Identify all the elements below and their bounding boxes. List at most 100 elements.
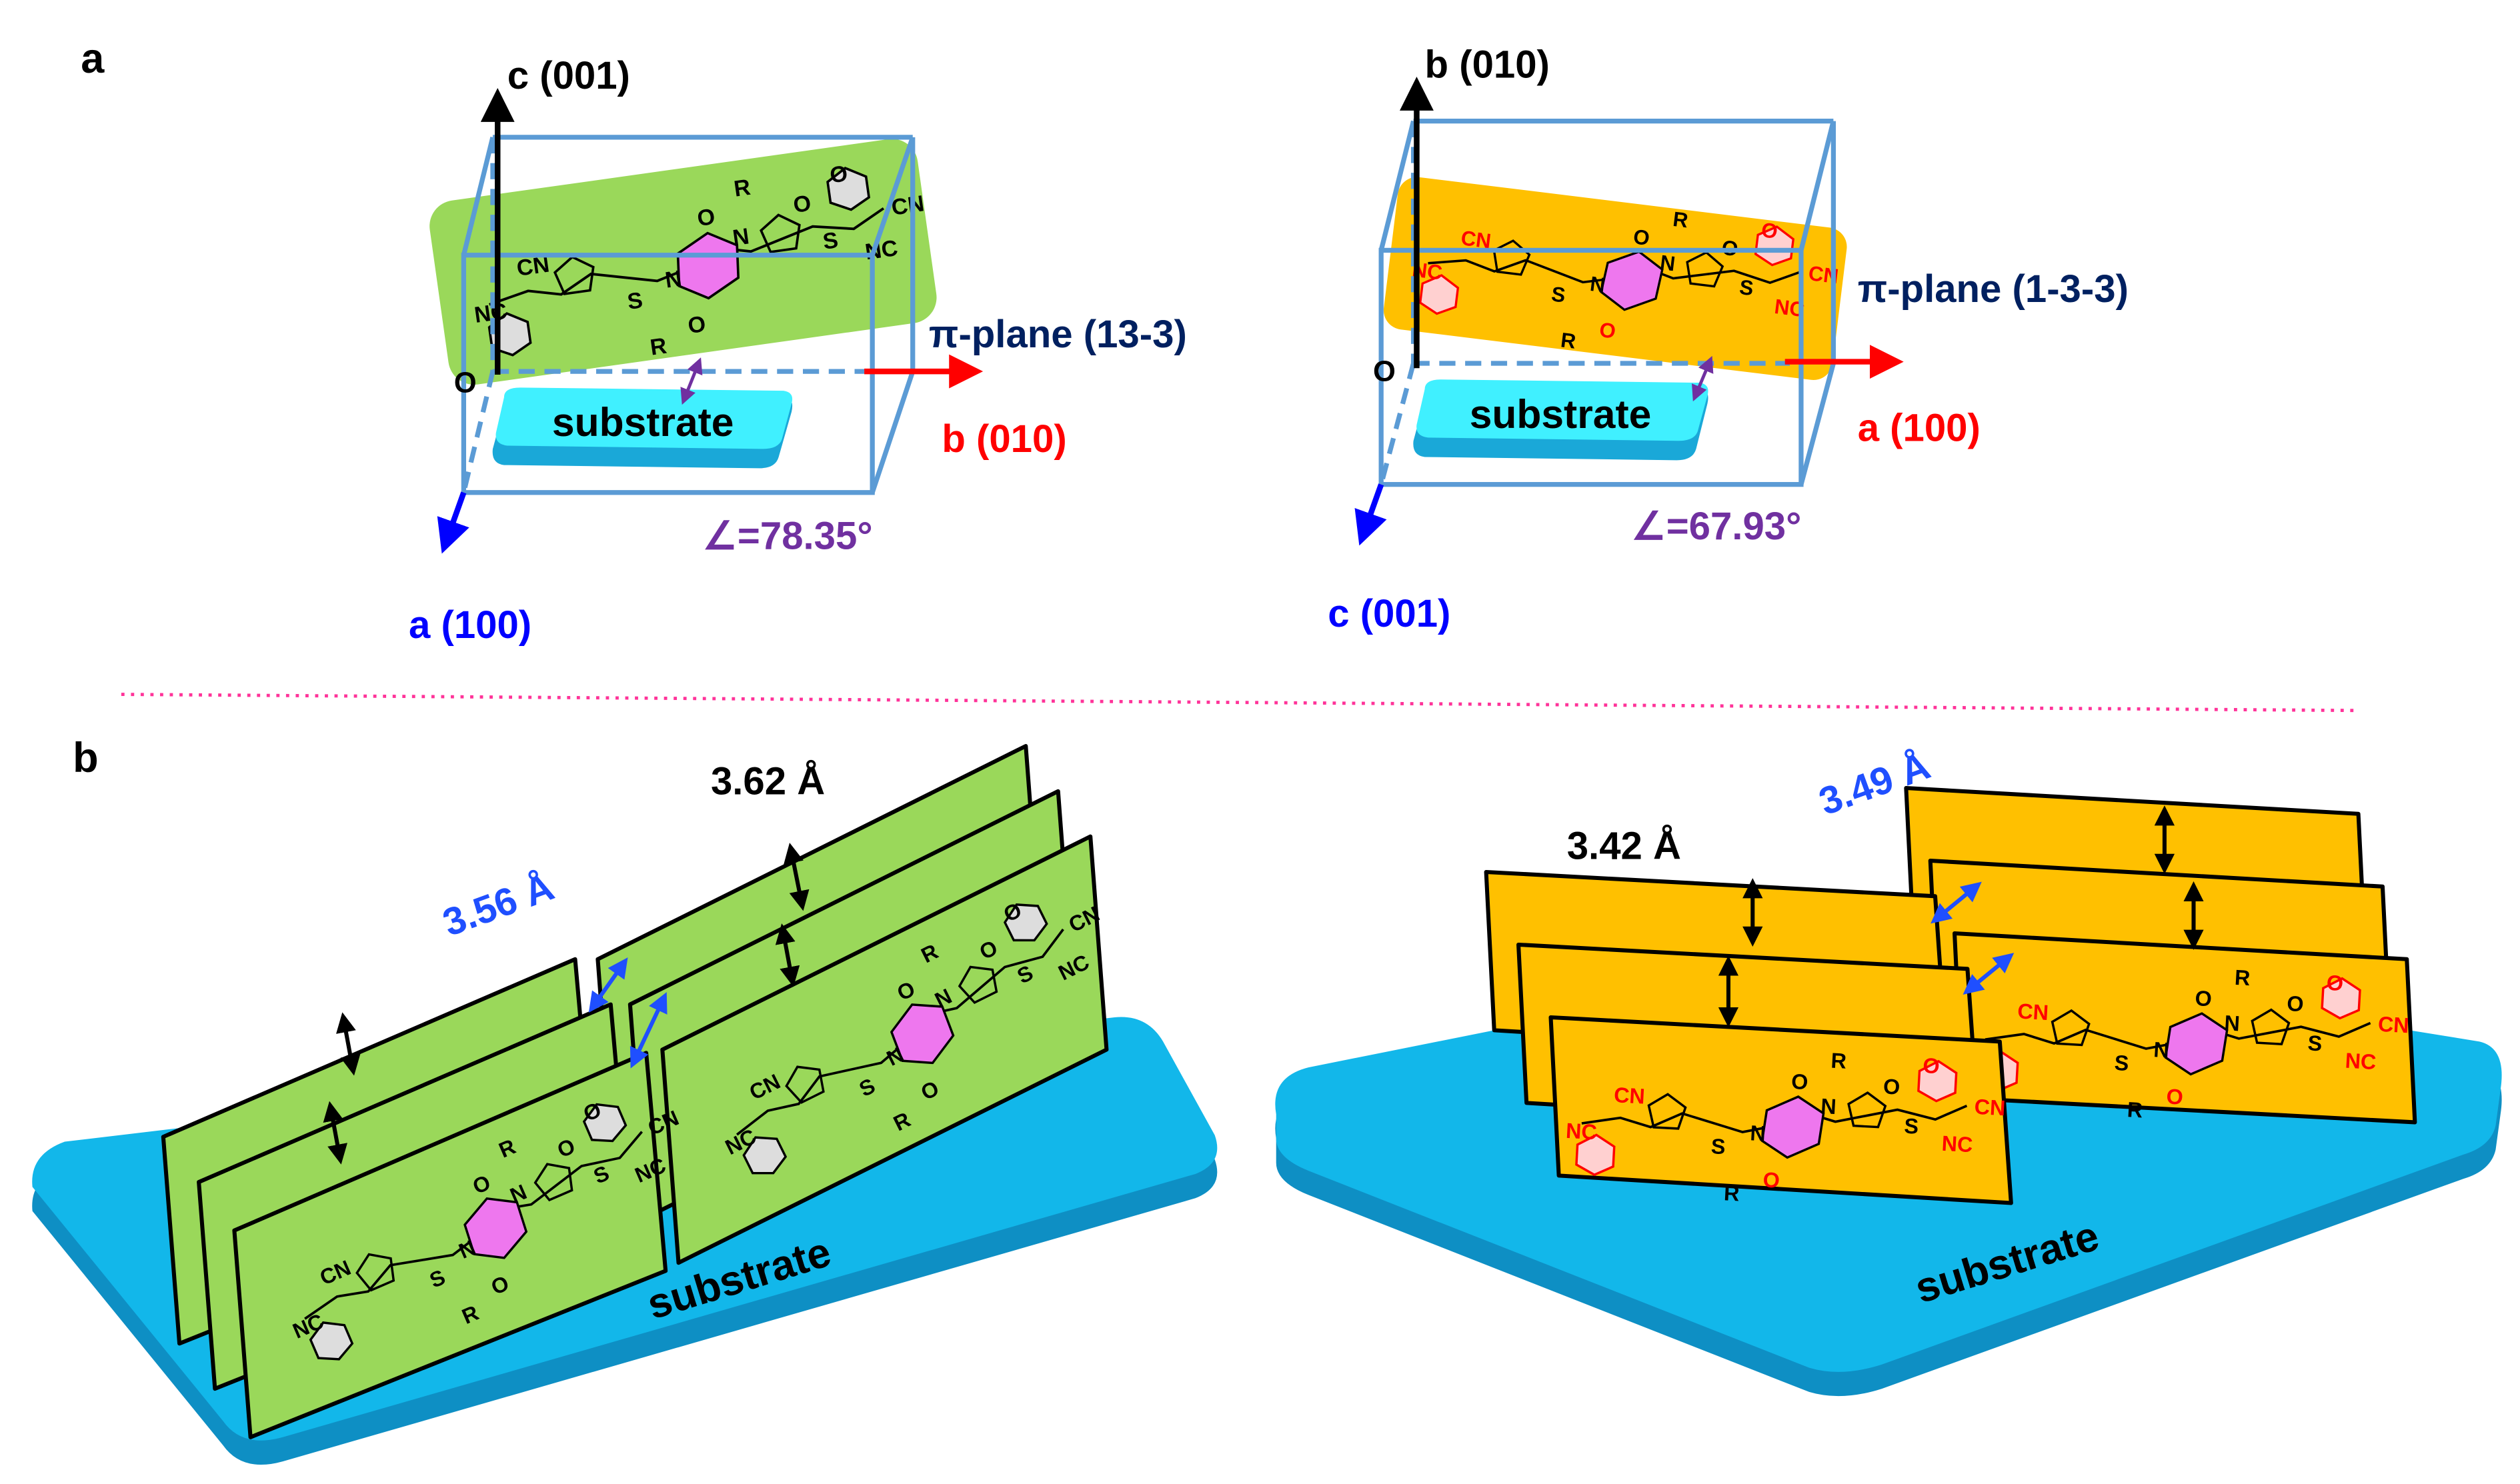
benzene-ring <box>582 1103 627 1143</box>
column-distance-arrow <box>1931 881 1982 924</box>
atom-label: S <box>1738 275 1754 300</box>
distance-label: 3.56 Å <box>437 865 559 945</box>
thiophene-ring <box>1575 1133 1616 1177</box>
stack-distance-arrow <box>784 843 810 911</box>
atom-label: S <box>1710 1134 1726 1159</box>
distance-arrow <box>680 357 703 405</box>
stacking-right: substrate NCCNSONRONROSNCCNONCCNSONRONRO… <box>1275 744 2502 1397</box>
atom-label: O <box>2287 991 2305 1016</box>
panel-b-label: b <box>73 735 98 781</box>
benzene-ring <box>1003 903 1048 942</box>
thiophene-ring <box>785 1065 825 1104</box>
thiophene-ring <box>533 1163 573 1202</box>
atom-label: NC <box>2345 1049 2377 1075</box>
atom-label: O <box>828 161 849 188</box>
thiophene-ring <box>1647 1093 1687 1130</box>
atom-label: N <box>2224 1011 2241 1035</box>
benzene-ring <box>742 1136 788 1175</box>
atom-label: N <box>664 266 684 293</box>
atom-label: O <box>2166 1084 2184 1109</box>
atom-label: R <box>1672 207 1690 232</box>
thiophene-ring <box>2051 1009 2091 1047</box>
atom-label: CN <box>1974 1095 2006 1120</box>
c-axis-arrow <box>1354 483 1387 546</box>
atom-label: R <box>649 333 669 361</box>
dpp-core <box>676 231 740 300</box>
dpp-core <box>1760 1095 1825 1159</box>
atom-label: CN <box>1613 1083 1645 1108</box>
vertical-axis-label: c (001) <box>507 54 630 97</box>
thiophene-ring <box>1418 274 1460 315</box>
substrate-block: substrate <box>1413 379 1708 461</box>
stack-distance-arrow <box>775 923 800 987</box>
thiophene-ring <box>2251 1008 2291 1045</box>
atom-label: S <box>2114 1051 2130 1075</box>
atom-label: CN <box>2017 999 2049 1025</box>
atom-label: O <box>2195 986 2213 1011</box>
atom-label: O <box>792 191 812 218</box>
benzene-ring <box>826 167 871 211</box>
stack-distance-arrow <box>323 1101 347 1165</box>
angle-label: ∠=78.35° <box>703 515 873 558</box>
atom-label: O <box>1923 1053 1941 1078</box>
substrate-label: substrate <box>1470 391 1652 437</box>
atom-label: O <box>1762 1167 1780 1192</box>
atom-label: O <box>1598 318 1617 343</box>
panel-a-label: a <box>81 35 105 82</box>
distance-arrow <box>1692 355 1714 402</box>
dpp-core <box>2164 1012 2229 1076</box>
atom-label: O <box>2326 971 2344 995</box>
atom-label: NC <box>1941 1131 1973 1157</box>
a-axis-arrow <box>437 491 469 554</box>
atom-label: S <box>1550 282 1567 307</box>
atom-label: N <box>2153 1037 2170 1062</box>
depth-axis-label: a (100) <box>409 603 531 647</box>
thiophene-ring <box>355 1253 395 1292</box>
horizontal-axis-label: b (010) <box>942 417 1066 461</box>
substrate-block: substrate <box>492 387 793 469</box>
pi-plane-label: π-plane (13-3) <box>929 313 1187 356</box>
atom-label: S <box>1904 1114 1919 1139</box>
atom-label: O <box>696 204 716 231</box>
atom-label: S <box>2307 1031 2323 1055</box>
depth-axis-label: c (001) <box>1328 592 1450 635</box>
column-distance-arrow <box>1963 953 2015 995</box>
horizontal-axis-label: a (100) <box>1858 406 1981 449</box>
panel-divider <box>121 693 2359 713</box>
atom-label: S <box>625 287 644 315</box>
thiophene-ring <box>1686 251 1724 288</box>
thiophene-ring <box>760 213 801 253</box>
thiophene-ring <box>958 965 998 1005</box>
atom-label: O <box>686 311 707 339</box>
atom-label: R <box>2127 1097 2143 1122</box>
atom-label: N <box>1820 1094 1837 1119</box>
atom-label: R <box>1560 328 1578 353</box>
atom-label: O <box>1632 225 1650 250</box>
cell-box <box>1378 119 1836 487</box>
atom-label: R <box>2234 965 2251 990</box>
atom-label: O <box>1882 1074 1901 1099</box>
atom-label: N <box>1750 1121 1766 1145</box>
atom-label: S <box>822 227 840 255</box>
origin-label: O <box>454 367 477 399</box>
distance-label: 3.62 Å <box>711 760 825 803</box>
distance-label: 3.42 Å <box>1567 825 1681 868</box>
column-distance-arrow <box>629 992 668 1069</box>
origin-label: O <box>1373 356 1396 388</box>
atom-label: CN <box>890 191 926 220</box>
angle-label: ∠=67.93° <box>1632 505 1802 548</box>
substrate-label: substrate <box>552 399 734 445</box>
atom-label: N <box>1589 272 1607 297</box>
dpp-core <box>890 1003 955 1065</box>
stack-distance-arrow <box>335 1012 361 1076</box>
pi-plane-label: π-plane (1-3-3) <box>1858 267 2129 311</box>
